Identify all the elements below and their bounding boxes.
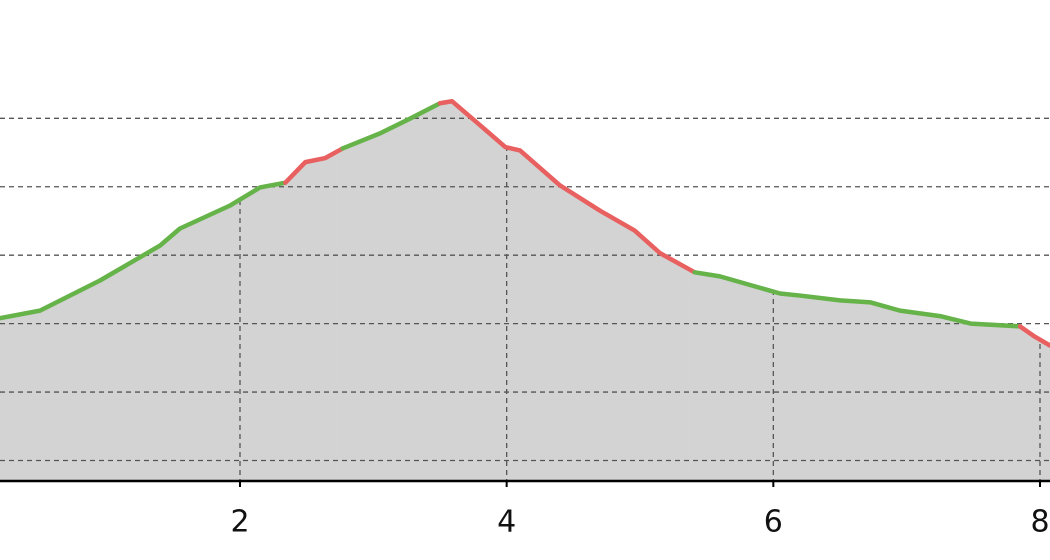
profile-line	[1017, 324, 1050, 348]
profile-line	[437, 98, 697, 275]
x-tick-label: 6	[764, 505, 783, 540]
x-tick-label: 2	[230, 505, 249, 540]
area	[439, 100, 696, 482]
area	[0, 182, 286, 482]
profile-line	[340, 101, 443, 151]
x-tick-label: 8	[1030, 505, 1049, 540]
area	[1019, 325, 1050, 482]
profile-line	[692, 270, 1023, 329]
area	[342, 102, 441, 482]
profile-line	[283, 146, 345, 185]
profile-line	[0, 180, 288, 321]
x-tick-label: 4	[497, 505, 516, 540]
area	[284, 147, 344, 482]
